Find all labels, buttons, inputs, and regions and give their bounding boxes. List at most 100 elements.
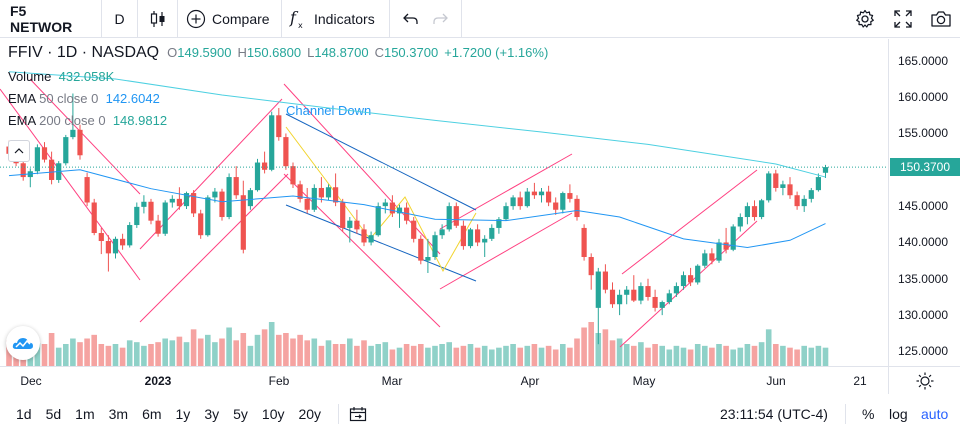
- volume-bar: [70, 338, 76, 366]
- candle-body: [304, 198, 310, 210]
- channel-line[interactable]: [439, 212, 573, 290]
- candle: [254, 158, 261, 192]
- percent-scale-toggle[interactable]: %: [862, 406, 875, 422]
- volume-bar: [368, 345, 374, 366]
- range-button[interactable]: 3m: [108, 406, 129, 422]
- volume-bar: [325, 340, 332, 366]
- legend-collapse-button[interactable]: [8, 140, 30, 162]
- volume-bar: [567, 347, 573, 366]
- price-tick: 135.0000: [897, 271, 948, 286]
- volume-bar: [794, 349, 800, 366]
- candle-body: [439, 229, 445, 236]
- candle-body: [659, 302, 665, 308]
- volume-bar: [190, 329, 197, 366]
- auto-scale-toggle[interactable]: auto: [921, 406, 949, 422]
- log-scale-toggle[interactable]: log: [889, 406, 908, 422]
- undo-icon[interactable]: [402, 12, 419, 26]
- time-axis[interactable]: Dec 2023 Feb Mar Apr May Jun 21: [0, 366, 888, 394]
- axis-settings-button[interactable]: [888, 366, 960, 394]
- range-button[interactable]: 1y: [175, 406, 191, 422]
- range-button[interactable]: 6m: [142, 406, 162, 422]
- range-button[interactable]: 20y: [298, 406, 322, 422]
- date-range-icon[interactable]: [349, 406, 367, 422]
- candle-body: [794, 195, 800, 207]
- candle: [269, 111, 275, 172]
- volume-bar: [183, 342, 190, 366]
- candle: [709, 248, 715, 265]
- price-tick: 130.0000: [897, 308, 948, 323]
- candle: [503, 202, 509, 221]
- open-label: O: [167, 45, 178, 60]
- range-button[interactable]: 10y: [261, 406, 285, 422]
- volume-bar: [673, 345, 680, 366]
- candle-body: [219, 191, 225, 218]
- candle: [70, 93, 76, 140]
- time-tick: 2023: [144, 374, 172, 388]
- candle: [91, 198, 97, 236]
- candle-body: [617, 294, 623, 305]
- channel-down-label[interactable]: Channel Down: [286, 103, 371, 118]
- range-button[interactable]: 5d: [45, 406, 62, 422]
- fullscreen-button[interactable]: [884, 0, 922, 38]
- candle: [77, 124, 83, 160]
- volume-bar: [226, 327, 232, 366]
- range-button[interactable]: 1m: [75, 406, 95, 422]
- volume-bar: [751, 345, 758, 366]
- candle-body: [396, 207, 403, 214]
- redo-icon[interactable]: [432, 12, 449, 26]
- symbol-button[interactable]: F5 NETWOR: [0, 0, 102, 38]
- channel-line[interactable]: [621, 169, 758, 275]
- compare-label: Compare: [212, 10, 270, 27]
- ema200-legend[interactable]: EMA 200 close 0 148.9812: [8, 113, 548, 128]
- range-button[interactable]: 1d: [16, 406, 32, 422]
- candle: [489, 224, 495, 242]
- compare-button[interactable]: Compare: [178, 0, 282, 38]
- logo-button[interactable]: [6, 326, 40, 360]
- interval-button[interactable]: D: [102, 0, 138, 38]
- volume-bar: [439, 344, 445, 366]
- candle: [588, 253, 594, 290]
- candle: [517, 191, 523, 210]
- range-button[interactable]: 3y: [204, 406, 220, 422]
- channel-line[interactable]: [283, 173, 441, 328]
- price-axis[interactable]: 165.0000160.0000155.0000150.0000145.0000…: [888, 39, 960, 366]
- volume-bar: [339, 344, 346, 366]
- channel-line[interactable]: [439, 153, 573, 230]
- volume-bar: [723, 345, 729, 366]
- candle: [602, 264, 608, 294]
- candle: [808, 187, 814, 203]
- candle-body: [34, 147, 40, 172]
- volume-bar: [418, 344, 424, 366]
- cloud-chart-logo-icon: [12, 335, 34, 351]
- clock-readout[interactable]: 23:11:54 (UTC-4): [720, 406, 828, 422]
- snapshot-button[interactable]: [922, 0, 960, 38]
- candle-body: [169, 198, 175, 203]
- candle-body: [510, 197, 516, 207]
- candle-body: [517, 197, 523, 207]
- ema50-legend[interactable]: EMA 50 close 0 142.6042: [8, 91, 548, 106]
- channel-down-line[interactable]: [285, 113, 477, 211]
- chart-pane[interactable]: Channel Down: [0, 39, 888, 366]
- volume-bar: [510, 344, 516, 366]
- volume-bar: [489, 349, 495, 366]
- settings-button[interactable]: [846, 0, 884, 38]
- volume-bar: [815, 345, 822, 366]
- candle: [27, 168, 33, 188]
- volume-legend[interactable]: Volume 432.058K: [8, 69, 548, 84]
- range-button[interactable]: 5y: [233, 406, 248, 422]
- channel-line[interactable]: [29, 78, 141, 195]
- chart-type-button[interactable]: [138, 0, 178, 38]
- symbol-title[interactable]: FFIV · 1D · NASDAQ: [8, 44, 160, 61]
- chevron-up-icon: [14, 147, 24, 155]
- candle-body: [723, 242, 729, 250]
- high-value: 150.6800: [246, 45, 302, 60]
- bottom-toolbar: 1d 5d 1m 3m 6m 1y 3y 5y 10y 20y 23:11:54 (UTC-4) …: [0, 395, 960, 433]
- volume-bar: [91, 334, 97, 366]
- price-chart[interactable]: Channel Down: [0, 39, 888, 366]
- interval-label: D: [114, 10, 125, 27]
- undo-redo-group: [390, 0, 462, 38]
- candle: [538, 187, 545, 203]
- volume-bar: [645, 347, 651, 366]
- ema50-params: 50 close 0: [39, 91, 99, 106]
